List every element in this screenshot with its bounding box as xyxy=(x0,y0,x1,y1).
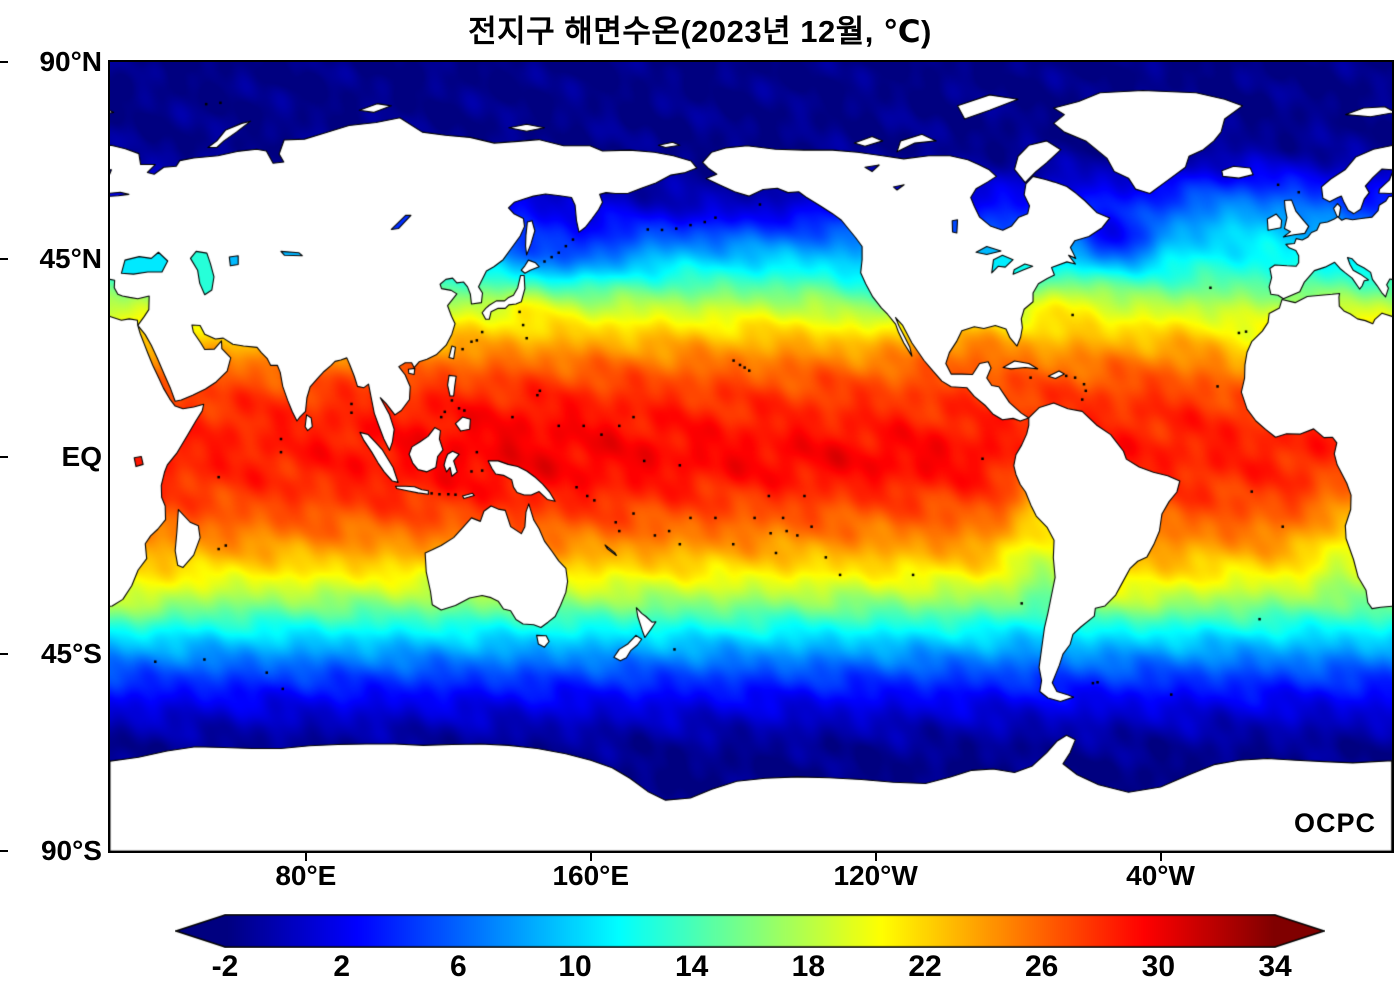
colorbar-tick-label: 2 xyxy=(333,950,350,983)
x-tick-label: 120°W xyxy=(833,860,918,891)
colorbar-tick-label: 22 xyxy=(908,950,942,983)
x-tick-mark xyxy=(589,853,592,861)
sst-map-canvas xyxy=(110,62,1392,851)
colorbar-tick-label: 18 xyxy=(791,950,826,983)
ocpc-watermark: OCPC xyxy=(1293,808,1376,838)
colorbar-canvas xyxy=(175,914,1325,948)
colorbar-ticks: -2 2 6 10 14 18 22 26 30 34 xyxy=(175,950,1325,992)
y-tick-mark xyxy=(0,258,8,261)
y-tick-label: 90°N xyxy=(39,46,102,77)
x-tick-mark xyxy=(304,853,307,861)
colorbar-tick-label: 6 xyxy=(449,950,467,983)
colorbar-tick-label: 14 xyxy=(674,950,709,983)
colorbar-tick-label: 34 xyxy=(1258,950,1292,983)
x-tick-mark xyxy=(874,853,877,861)
y-tick-label: EQ xyxy=(61,440,102,472)
map-area: OCPC xyxy=(108,60,1394,853)
y-tick-mark xyxy=(0,850,8,852)
y-tick-label: 45°S xyxy=(40,637,102,669)
colorbar-tick-label: 10 xyxy=(558,950,592,983)
x-tick-mark xyxy=(1159,853,1162,861)
y-tick-mark xyxy=(0,652,8,655)
y-tick-mark xyxy=(0,61,8,63)
colorbar-tick-label: 26 xyxy=(1024,950,1059,983)
x-tick-label: 40°W xyxy=(1126,860,1195,891)
x-tick-label: 80°E xyxy=(275,860,337,891)
colorbar-tick-label: -2 xyxy=(211,950,239,983)
x-tick-label: 160°E xyxy=(552,860,630,891)
chart-title: 전지구 해면수온(2023년 12월, ℃) xyxy=(468,14,932,49)
colorbar-tick-label: 30 xyxy=(1141,950,1176,983)
y-tick-label: 45°N xyxy=(39,243,102,275)
y-tick-mark xyxy=(0,455,8,458)
y-tick-label: 90°S xyxy=(40,835,102,866)
